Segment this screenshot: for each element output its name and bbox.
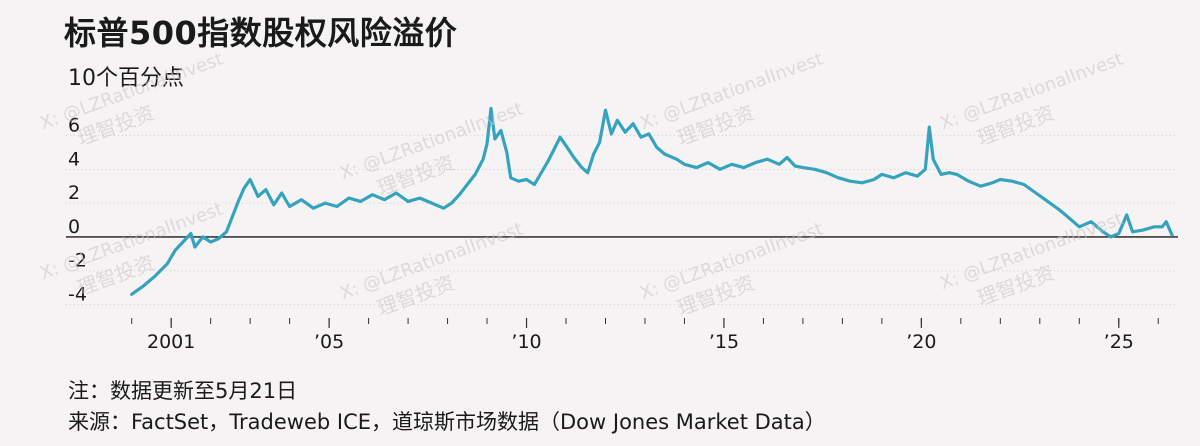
y-tick-label: -2 (68, 250, 87, 272)
x-tick-label: ’05 (314, 331, 344, 353)
x-tick-label: ’15 (709, 331, 739, 353)
y-tick-label: -4 (68, 283, 87, 305)
y-axis-unit-label: 10个百分点 (68, 66, 184, 91)
chart-title: 标普500指数股权风险溢价 (64, 14, 458, 52)
x-tick-label: 2001 (147, 331, 195, 353)
x-tick-label: ’10 (511, 331, 541, 353)
data-note: 注：数据更新至5月21日 (68, 379, 298, 403)
x-tick-label: ’20 (906, 331, 936, 353)
x-tick-label: ’25 (1104, 331, 1134, 353)
y-tick-label: 6 (68, 115, 80, 137)
y-tick-label: 2 (68, 182, 80, 204)
series-line (130, 106, 1174, 296)
y-tick-label: 4 (68, 148, 80, 170)
y-tick-label: 0 (68, 216, 80, 238)
source-note: 来源：FactSet，Tradeweb ICE，道琼斯市场数据（Dow Jone… (68, 410, 826, 434)
